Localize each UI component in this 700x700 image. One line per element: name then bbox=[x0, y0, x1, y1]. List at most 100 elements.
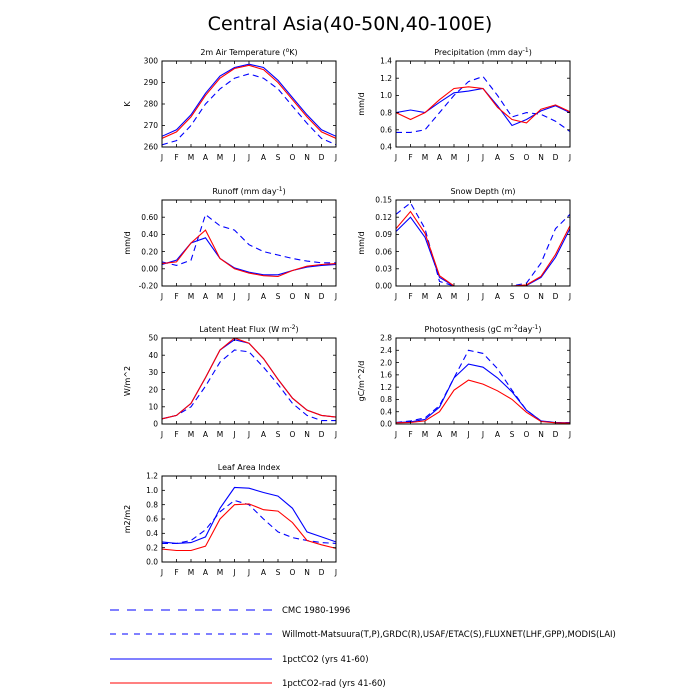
y-tick-label: 0.00 bbox=[375, 282, 392, 291]
y-tick-label: 270 bbox=[144, 121, 159, 130]
series-line-obs bbox=[396, 349, 570, 424]
legend-label-ctl: 1pctCO2 (yrs 41-60) bbox=[282, 655, 369, 665]
x-tick-label: J bbox=[232, 568, 235, 577]
x-tick-label: J bbox=[394, 292, 397, 301]
x-tick-label: A bbox=[437, 292, 443, 301]
x-tick-label: N bbox=[538, 430, 544, 439]
series-line-ctl bbox=[396, 87, 570, 127]
panel-title: 2m Air Temperature (oK) bbox=[200, 47, 297, 57]
panel-title-tail: K) bbox=[289, 48, 297, 57]
x-tick-label: J bbox=[247, 430, 250, 439]
panel-title-text: 2m Air Temperature ( bbox=[200, 48, 285, 57]
x-tick-label: D bbox=[319, 153, 325, 162]
panel-title-sup: -1 bbox=[523, 47, 529, 54]
plot-frame bbox=[395, 337, 571, 425]
y-tick-label: 260 bbox=[144, 143, 159, 152]
series-line-ctl bbox=[162, 63, 336, 137]
x-tick-label: M bbox=[188, 568, 194, 577]
y-tick-label: 0.06 bbox=[375, 247, 392, 256]
y-axis-label: gC/m^2/d bbox=[357, 361, 366, 402]
y-tick-label: 280 bbox=[144, 100, 159, 109]
panel-title-sup: -2 bbox=[290, 324, 296, 331]
x-tick-label: N bbox=[538, 292, 544, 301]
x-tick-label: F bbox=[174, 153, 178, 162]
x-tick-label: M bbox=[188, 430, 194, 439]
x-tick-label: F bbox=[174, 430, 178, 439]
series-line-ctl bbox=[396, 216, 570, 286]
y-tick-label: 20 bbox=[148, 385, 158, 394]
x-tick-label: N bbox=[304, 292, 310, 301]
plot-frame bbox=[161, 60, 337, 148]
y-axis-label: K bbox=[123, 101, 132, 107]
x-tick-label: M bbox=[217, 568, 223, 577]
panel-title: Runoff (mm day-1) bbox=[212, 186, 285, 196]
series-line-ctl bbox=[162, 486, 336, 544]
series-line-ctl bbox=[162, 339, 336, 420]
x-tick-label: A bbox=[495, 430, 501, 439]
y-tick-label: 30 bbox=[148, 368, 158, 377]
x-tick-label: M bbox=[422, 430, 428, 439]
panel-mrro: Runoff (mm day-1)J F M A M J J A S O N D J-0.200.000… bbox=[123, 186, 337, 301]
y-tick-label: 1.6 bbox=[380, 371, 392, 380]
x-tick-label: J bbox=[466, 430, 469, 439]
panel-tas: 2m Air Temperature (oK)J F M A M J J A S O N D J2602… bbox=[123, 47, 337, 162]
y-tick-label: -0.20 bbox=[139, 282, 159, 291]
x-tick-label: O bbox=[524, 430, 530, 439]
x-tick-label: A bbox=[261, 568, 267, 577]
x-tick-label: J bbox=[481, 153, 484, 162]
x-tick-label: D bbox=[553, 430, 559, 439]
y-tick-label: 1.2 bbox=[146, 472, 158, 481]
y-tick-label: 1.0 bbox=[380, 91, 392, 100]
panel-title-tail: ) bbox=[529, 48, 532, 57]
x-tick-label: A bbox=[437, 430, 443, 439]
panel-title: Latent Heat Flux (W m-2) bbox=[199, 324, 298, 334]
x-tick-label: A bbox=[203, 292, 209, 301]
x-tick-label: N bbox=[538, 153, 544, 162]
x-tick-label: J bbox=[232, 430, 235, 439]
panel-title-text: Runoff (mm day bbox=[212, 187, 277, 196]
x-tick-label: A bbox=[495, 153, 501, 162]
x-tick-label: J bbox=[394, 153, 397, 162]
y-tick-label: 0.4 bbox=[380, 407, 392, 416]
x-tick-label: J bbox=[334, 430, 337, 439]
x-tick-label: J bbox=[334, 292, 337, 301]
x-tick-label: J bbox=[160, 153, 163, 162]
x-tick-label: J bbox=[232, 153, 235, 162]
y-tick-label: 1.4 bbox=[380, 57, 392, 66]
panel-title-sup: -2 bbox=[512, 324, 518, 331]
x-tick-label: M bbox=[422, 292, 428, 301]
x-tick-label: S bbox=[510, 430, 515, 439]
series-line-obs bbox=[162, 349, 336, 422]
y-tick-label: 0.8 bbox=[380, 108, 392, 117]
y-tick-label: 0.8 bbox=[380, 395, 392, 404]
series-line-obs bbox=[162, 499, 336, 544]
panel-title-text: Leaf Area Index bbox=[218, 463, 281, 472]
x-tick-label: S bbox=[510, 292, 515, 301]
x-tick-label: J bbox=[247, 292, 250, 301]
y-tick-label: 0.12 bbox=[375, 213, 392, 222]
y-tick-label: 1.2 bbox=[380, 383, 392, 392]
y-axis-label: mm/d bbox=[357, 231, 366, 254]
series-line-rad bbox=[162, 64, 336, 139]
x-tick-label: D bbox=[319, 568, 325, 577]
y-tick-label: 2.8 bbox=[380, 334, 392, 343]
x-tick-label: S bbox=[276, 292, 281, 301]
x-tick-label: S bbox=[276, 430, 281, 439]
y-tick-label: 0.6 bbox=[146, 515, 158, 524]
x-tick-label: A bbox=[203, 430, 209, 439]
y-tick-label: 0.09 bbox=[375, 230, 392, 239]
x-tick-label: A bbox=[203, 153, 209, 162]
x-tick-label: O bbox=[524, 153, 530, 162]
x-tick-label: N bbox=[304, 153, 310, 162]
series-line-rad bbox=[396, 86, 570, 124]
x-tick-label: J bbox=[160, 568, 163, 577]
x-tick-label: J bbox=[160, 292, 163, 301]
y-tick-label: 0.40 bbox=[141, 230, 158, 239]
x-tick-label: J bbox=[160, 430, 163, 439]
x-tick-label: J bbox=[247, 568, 250, 577]
x-tick-label: O bbox=[290, 153, 296, 162]
panel-title-tail: ) bbox=[296, 325, 299, 334]
panel-title-text: Latent Heat Flux (W m bbox=[199, 325, 289, 334]
